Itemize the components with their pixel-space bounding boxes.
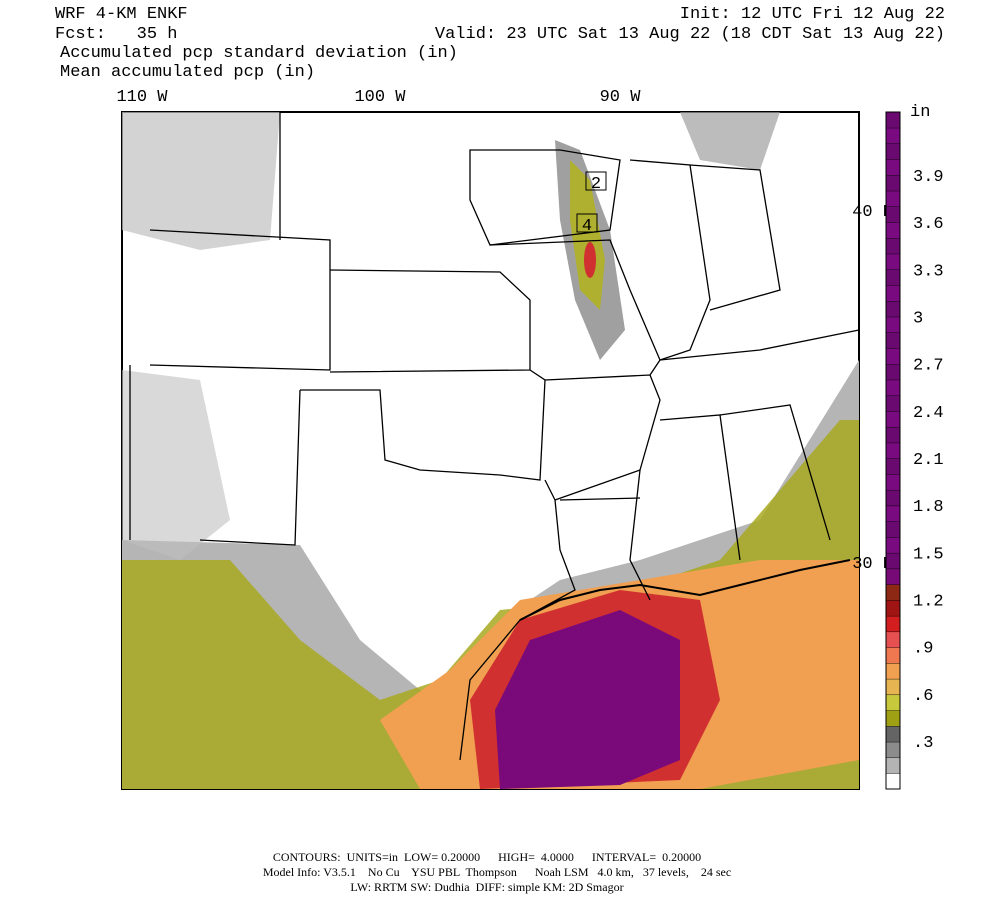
colorbar: 3.9 3.6 3.3 3 2.7 2.4 2.1 1.8 1.5 1.2 .9 .6 .3 [885,111,944,790]
model-name: WRF 4-KM ENKF [55,5,188,24]
longitude-label: 100 W [354,88,406,107]
field-name: Mean accumulated pcp (in) [60,63,315,82]
precip-area [570,160,605,310]
colorbar-segment [885,458,901,475]
colorbar-segment [885,536,901,554]
contour-label: 2 [591,175,601,194]
label-box [585,171,607,191]
colorbar-label: 3.3 [913,262,944,281]
latitude-label: 40 N [852,203,893,222]
colorbar-segment [885,206,901,223]
colorbar-segment [885,300,901,318]
footer-line: LW: RRTM SW: Dudhia DIFF: simple KM: 2D … [350,880,623,894]
colorbar-segment [885,647,901,664]
colorbar-label: .3 [913,734,933,753]
colorbar-segment [885,473,901,491]
colorbar-segment [885,190,901,207]
colorbar-segment [885,773,901,790]
colorbar-label: .9 [913,640,933,659]
colorbar-label: 1.5 [913,545,944,564]
colorbar-segment [885,284,901,302]
colorbar-label: 3.9 [913,168,944,187]
colorbar-segment [885,363,901,381]
contour-label: 4 [582,217,592,236]
colorbar-segment [885,395,901,412]
valid-time: Valid: 23 UTC Sat 13 Aug 22 (18 CDT Sat … [435,25,945,44]
colorbar-segment [885,426,901,444]
colorbar-segment [885,159,901,176]
precip-area [122,112,280,250]
colorbar-segment [885,410,901,428]
colorbar-segment [885,269,901,286]
precip-area [680,112,780,170]
colorbar-segment [885,174,901,192]
footer-line: CONTOURS: UNITS=in LOW= 0.20000 HIGH= 4.… [273,850,701,864]
precip-area [495,610,680,789]
colorbar-segment [885,127,901,144]
colorbar-segment [885,615,901,633]
colorbar-segment [885,111,901,129]
colorbar-segment [885,489,901,507]
colorbar-segment [885,741,901,759]
forecast-hour: Fcst: 35 h [55,25,177,44]
colorbar-label: 2.4 [913,404,944,423]
longitude-label: 90 W [600,88,642,107]
colorbar-label: 1.8 [913,498,944,517]
colorbar-segment [885,521,901,538]
colorbar-segment [885,662,901,680]
longitude-label: 110 W [116,88,168,107]
init-time: Init: 12 UTC Fri 12 Aug 22 [680,5,945,24]
colorbar-segment [885,599,901,617]
colorbar-segment [885,237,901,255]
colorbar-segment [885,568,901,585]
colorbar-segment [885,710,901,727]
colorbar-label: .6 [913,687,933,706]
state-borders [129,112,860,761]
latitude-label: 30 N [852,555,893,574]
colorbar-segment [885,253,901,270]
colorbar-segment [885,379,901,396]
colorbar-label: 3.6 [913,215,944,234]
colorbar-segment [885,725,901,743]
colorbar-segment [885,694,901,711]
footer-line: Model Info: V3.5.1 No Cu YSU PBL Thompso… [263,865,731,879]
colorbar-segment [885,505,901,522]
colorbar-segment [885,143,901,160]
colorbar-segment [885,347,901,365]
colorbar-segment [885,222,901,239]
colorbar-segment [885,631,901,648]
colorbar-segment [885,552,901,570]
colorbar-segment [885,442,901,459]
colorbar-segment [885,757,901,774]
precip-area [584,242,596,278]
colorbar-label: 2.1 [913,451,944,470]
precip-area [122,370,230,560]
coastline [519,559,851,621]
colorbar-label: 1.2 [913,593,944,612]
colorbar-label: 3 [913,310,923,329]
colorbar-segment [885,584,901,601]
colorbar-segment [885,332,901,349]
colorbar-unit: in [910,103,930,122]
map: 2 4 40 N 30 N [121,111,893,790]
colorbar-label: 2.7 [913,357,944,376]
field-name: Accumulated pcp standard deviation (in) [60,44,458,63]
colorbar-segment [885,678,901,696]
colorbar-segment [885,316,901,333]
label-box [576,213,598,233]
colorbar-frame [885,111,901,790]
